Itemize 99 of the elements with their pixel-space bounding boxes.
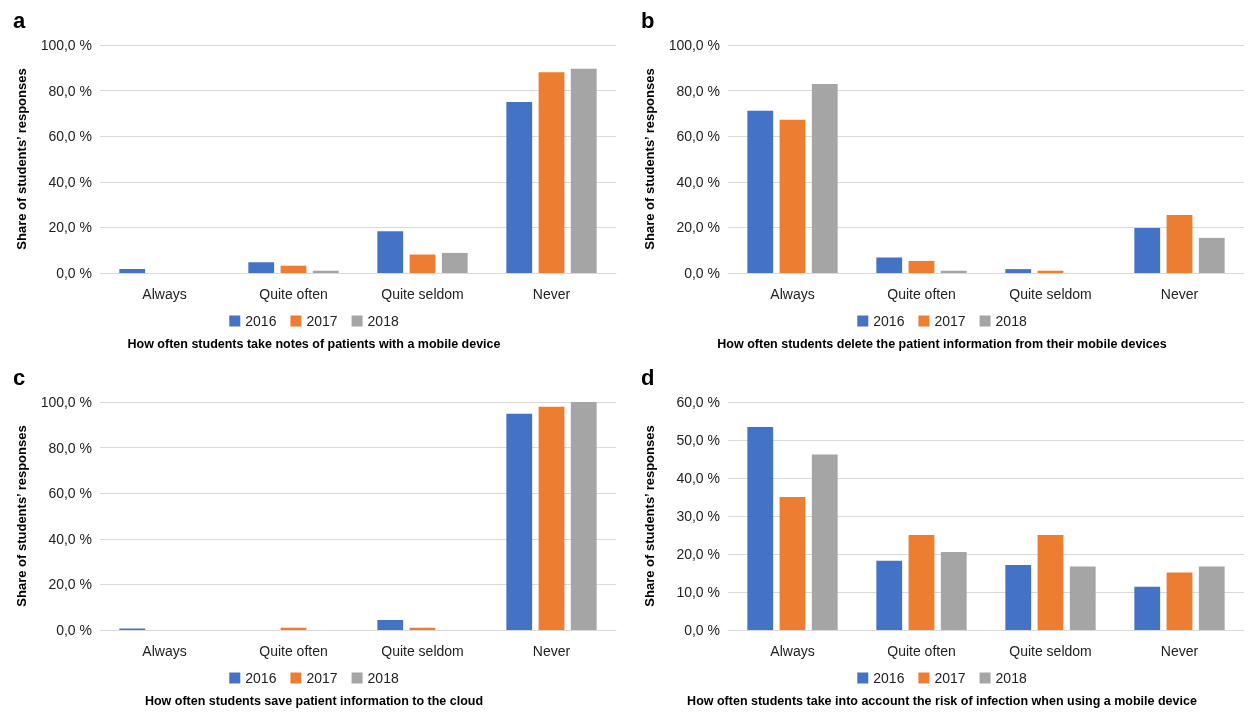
- y-tick-label: 10,0 %: [676, 584, 720, 600]
- x-axis-title: How often students take notes of patients with a mobile device: [127, 336, 501, 351]
- x-tick-label: Quite often: [259, 286, 328, 302]
- legend-label: 2018: [995, 313, 1027, 329]
- bar: [538, 72, 565, 273]
- bar: [779, 119, 806, 273]
- x-tick-label: Never: [532, 643, 571, 659]
- legend-label: 2016: [873, 670, 905, 686]
- bar: [570, 68, 597, 273]
- y-tick-label: 40,0 %: [676, 173, 720, 190]
- bar: [1069, 566, 1096, 630]
- bar: [876, 560, 903, 630]
- bar: [1005, 565, 1032, 630]
- bar: [1198, 237, 1225, 273]
- bar: [876, 257, 903, 273]
- chart-title: a: [13, 7, 26, 33]
- x-axis-title: How often students delete the patient information from their mobile devices: [717, 336, 1167, 351]
- bar: [747, 110, 774, 273]
- bar: [506, 102, 533, 273]
- y-tick-label: 50,0 %: [676, 432, 720, 448]
- legend-label: 2016: [873, 313, 905, 329]
- y-tick-label: 100,0 %: [40, 37, 92, 53]
- y-tick-label: 80,0 %: [48, 439, 92, 456]
- x-tick-label: Always: [770, 286, 815, 302]
- x-tick-label: Always: [142, 286, 187, 302]
- y-tick-label: 0,0 %: [56, 622, 92, 638]
- y-tick-label: 20,0 %: [676, 546, 720, 562]
- chart-title: c: [13, 364, 26, 390]
- bar: [377, 231, 404, 273]
- legend-label: 2016: [245, 670, 277, 686]
- chart-title: d: [641, 364, 655, 390]
- legend-label: 2017: [306, 313, 338, 329]
- bar: [538, 406, 565, 630]
- bar: [441, 252, 468, 273]
- bar: [1166, 215, 1193, 273]
- y-tick-label: 20,0 %: [48, 576, 92, 593]
- x-tick-label: Never: [1160, 286, 1199, 302]
- y-tick-label: 100,0 %: [668, 37, 720, 53]
- y-tick-label: 40,0 %: [676, 470, 720, 486]
- y-axis-title: Share of students’ responses: [14, 425, 29, 607]
- bar: [908, 535, 935, 630]
- bar: [779, 497, 806, 630]
- bar: [409, 254, 436, 273]
- y-tick-label: 40,0 %: [48, 530, 92, 547]
- bar: [377, 619, 404, 630]
- y-tick-label: 100,0 %: [40, 394, 92, 410]
- x-tick-label: Always: [770, 643, 815, 659]
- y-tick-label: 30,0 %: [676, 508, 720, 524]
- y-tick-label: 60,0 %: [48, 485, 92, 502]
- y-tick-label: 80,0 %: [676, 82, 720, 99]
- chart-title: b: [641, 7, 655, 33]
- bar: [119, 268, 146, 273]
- x-tick-label: Quite seldom: [1009, 643, 1092, 659]
- y-tick-label: 20,0 %: [48, 219, 92, 236]
- x-tick-label: Quite often: [887, 286, 956, 302]
- x-tick-label: Quite seldom: [381, 643, 464, 659]
- bar: [1166, 572, 1193, 630]
- bar: [811, 454, 838, 630]
- y-axis-title: Share of students’ responses: [642, 68, 657, 250]
- x-axis-title: How often students take into account the risk of infection when using a mobile device: [687, 693, 1197, 708]
- y-tick-label: 0,0 %: [684, 622, 720, 638]
- x-tick-label: Quite seldom: [1009, 286, 1092, 302]
- y-tick-label: 60,0 %: [676, 394, 720, 410]
- y-tick-label: 0,0 %: [56, 265, 92, 281]
- bar: [506, 413, 533, 630]
- bar: [280, 265, 307, 273]
- bar: [1134, 228, 1161, 273]
- x-tick-label: Never: [532, 286, 571, 302]
- bar: [940, 552, 967, 630]
- y-tick-label: 40,0 %: [48, 173, 92, 190]
- bar: [570, 402, 597, 630]
- y-axis-title: Share of students’ responses: [14, 68, 29, 250]
- bar: [811, 83, 838, 273]
- y-tick-label: 0,0 %: [684, 265, 720, 281]
- y-axis-title: Share of students’ responses: [642, 425, 657, 607]
- bar: [1134, 586, 1161, 630]
- x-tick-label: Never: [1160, 643, 1199, 659]
- y-tick-label: 60,0 %: [676, 128, 720, 145]
- y-tick-label: 20,0 %: [676, 219, 720, 236]
- x-tick-label: Always: [142, 643, 187, 659]
- y-tick-label: 60,0 %: [48, 128, 92, 145]
- y-tick-label: 80,0 %: [48, 82, 92, 99]
- x-axis-title: How often students save patient information to the cloud: [144, 693, 484, 708]
- legend-label: 2018: [995, 670, 1027, 686]
- bar: [1198, 566, 1225, 630]
- x-tick-label: Quite often: [259, 643, 328, 659]
- legend-label: 2016: [245, 313, 277, 329]
- bar: [908, 260, 935, 273]
- legend-label: 2018: [367, 313, 399, 329]
- legend-label: 2017: [306, 670, 338, 686]
- bar: [1037, 535, 1064, 630]
- bar: [747, 427, 774, 630]
- legend-label: 2017: [934, 313, 966, 329]
- bar: [1005, 269, 1032, 273]
- legend-label: 2017: [934, 670, 966, 686]
- x-tick-label: Quite often: [887, 643, 956, 659]
- legend-label: 2018: [367, 670, 399, 686]
- bar: [248, 262, 275, 273]
- x-tick-label: Quite seldom: [381, 286, 464, 302]
